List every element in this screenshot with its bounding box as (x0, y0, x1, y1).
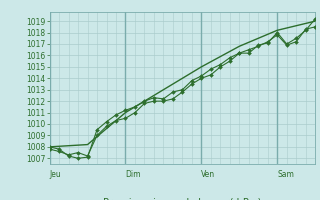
Text: Dim: Dim (125, 170, 141, 179)
Text: Pression niveau de la mer( hPa ): Pression niveau de la mer( hPa ) (103, 197, 261, 200)
Text: Ven: Ven (201, 170, 215, 179)
Text: Sam: Sam (277, 170, 294, 179)
Text: Jeu: Jeu (50, 170, 61, 179)
